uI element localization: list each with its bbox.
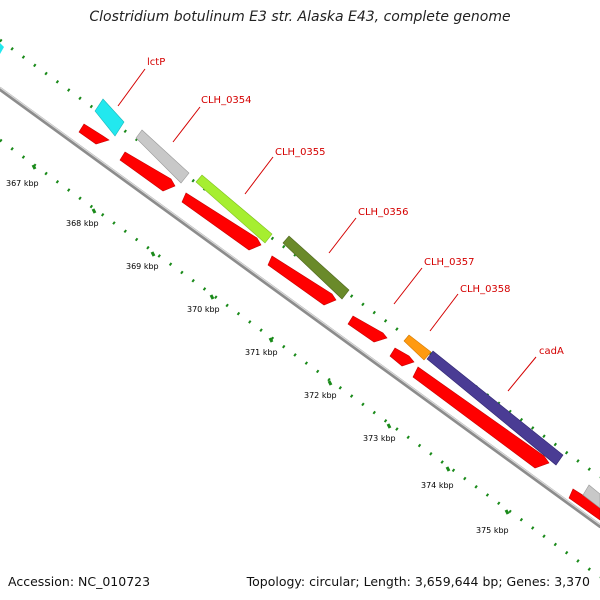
kbp-label-375: 375 kbp: [476, 526, 509, 535]
gene-label-clh-0358: CLH_0358: [460, 284, 511, 295]
kbp-label-369: 369 kbp: [126, 262, 159, 271]
genome-title: Clostridium botulinum E3 str. Alaska E43…: [89, 9, 511, 25]
kbp-label-368: 368 kbp: [66, 219, 99, 228]
cds-arrow: [389, 347, 415, 367]
cds-features: [78, 123, 600, 521]
cds-arrow: [267, 255, 337, 306]
gene-leader-lines: [117, 68, 537, 392]
gene-label-cada: cadA: [539, 346, 564, 357]
gene-bar-offscreen-cyan: [0, 43, 4, 54]
gene-labels: lctP CLH_0354 CLH_0355 CLH_0356 CLH_0357…: [147, 57, 564, 357]
gene-features: [0, 43, 600, 509]
gene-bar-clh-0356: [282, 235, 350, 300]
cds-arrow: [119, 151, 176, 192]
gene-label-lctp: lctP: [147, 57, 165, 68]
gene-bar-clh-0358: [403, 334, 432, 361]
cds-arrow: [412, 366, 550, 469]
kbp-label-367: 367 kbp: [6, 179, 39, 188]
major-ticks: [31, 164, 510, 515]
kbp-label-373: 373 kbp: [363, 434, 396, 443]
gene-label-clh-0357: CLH_0357: [424, 257, 475, 268]
cds-arrow: [181, 192, 262, 251]
gene-bar-offscreen-grey: [582, 484, 600, 509]
kbp-label-371: 371 kbp: [245, 348, 278, 357]
gene-label-clh-0356: CLH_0356: [358, 207, 409, 218]
gene-bar-clh-0354: [135, 129, 190, 184]
cds-arrow: [78, 123, 110, 145]
kbp-label-370: 370 kbp: [187, 305, 220, 314]
kbp-label-372: 372 kbp: [304, 391, 337, 400]
genome-summary-text: Topology: circular; Length: 3,659,644 bp…: [246, 574, 590, 589]
gene-bar-cada: [426, 350, 564, 466]
genome-backbone: [0, 87, 600, 528]
kbp-label-374: 374 kbp: [421, 481, 454, 490]
kbp-labels: 367 kbp 368 kbp 369 kbp 370 kbp 371 kbp …: [6, 179, 509, 535]
inner-tick-row: [0, 138, 600, 579]
gene-bar-clh-0355: [195, 174, 273, 244]
gene-label-clh-0354: CLH_0354: [201, 95, 252, 106]
gene-label-clh-0355: CLH_0355: [275, 147, 326, 158]
cds-arrow: [347, 315, 388, 343]
gene-bar-lctp: [94, 98, 125, 137]
accession-text: Accession: NC_010723: [8, 574, 151, 589]
